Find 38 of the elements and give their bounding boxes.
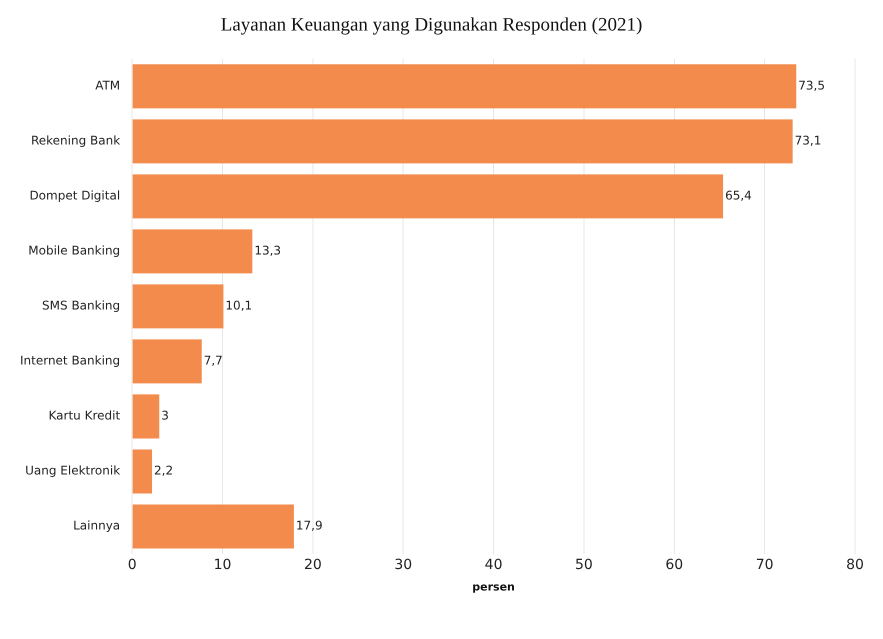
data-label: 65,4 [725,188,752,202]
y-tick-label: Uang Elektronik [25,464,120,478]
x-tick-label: 10 [214,557,232,574]
x-tick-label: 40 [484,557,502,574]
data-label: 17,9 [296,518,323,533]
chart-title: Layanan Keuangan yang Digunakan Responden (2021) [220,14,642,36]
data-label: 2,2 [154,464,174,478]
data-label: 3 [161,408,169,423]
y-tick-label: Internet Banking [20,354,120,368]
bar [132,174,724,218]
data-label: 7,7 [204,354,223,368]
y-tick-label: SMS Banking [42,298,120,313]
bar [132,229,252,274]
y-tick-label: Lainnya [73,518,120,533]
bar [132,119,793,164]
bar [132,394,160,438]
x-tick-label: 60 [665,557,684,574]
y-tick-label: ATM [95,78,120,92]
y-tick-label: Kartu Kredit [48,408,120,423]
bar [132,339,202,384]
x-tick-label: 20 [304,557,322,574]
x-axis-title: persen [472,580,515,594]
data-label: 73,1 [794,133,822,148]
y-tick-label: Mobile Banking [28,244,120,258]
bar [132,449,152,494]
bar [132,64,796,108]
data-label: 13,3 [254,244,282,258]
x-tick-label: 70 [756,557,774,574]
x-tick-label: 50 [575,557,593,574]
bar [132,504,294,548]
x-tick-label: 80 [846,557,864,574]
data-label: 10,1 [225,298,252,313]
x-tick-label: 30 [394,557,412,574]
data-label: 73,5 [798,78,825,92]
x-tick-label: 0 [128,557,137,574]
bar [132,284,224,328]
y-tick-label: Dompet Digital [29,188,120,202]
y-tick-label: Rekening Bank [30,133,120,148]
